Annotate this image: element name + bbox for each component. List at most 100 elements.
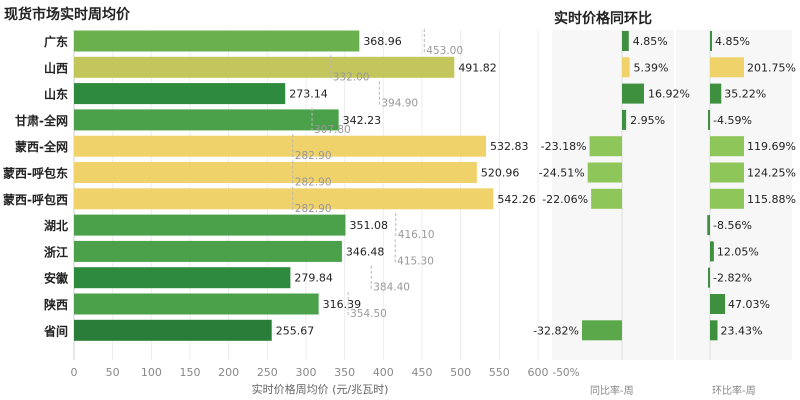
reference-value-label: 307.80 (314, 124, 351, 136)
bar-value-label: 532.83 (490, 140, 529, 153)
mom-value-label: -8.56% (713, 219, 752, 232)
x-tick-label: 100 (141, 366, 162, 379)
side-panel-title: 实时价格同环比 (554, 11, 652, 27)
x-tick-label: 550 (489, 366, 510, 379)
reference-value-label: 394.90 (381, 98, 418, 110)
x-tick-label: 250 (257, 366, 278, 379)
yoy-bar (587, 162, 622, 183)
yoy-value-label: 5.39% (634, 61, 669, 74)
mom-value-label: 12.05% (717, 245, 759, 258)
category-label: 湖北 (44, 218, 68, 233)
bar-value-label: 520.96 (481, 167, 520, 180)
yoy-bar (622, 83, 644, 104)
bar (74, 214, 346, 236)
category-label: 蒙西-呼包东 (3, 166, 68, 181)
bar (74, 319, 272, 341)
bar (74, 135, 487, 157)
mom-value-label: 124.25% (747, 167, 796, 180)
mom-bar (710, 320, 718, 341)
bar-value-label: 255.67 (276, 324, 315, 337)
category-label: 安徽 (44, 271, 69, 286)
yoy-bar (622, 57, 630, 78)
category-label: 广东 (44, 34, 68, 49)
bar-value-label: 273.14 (289, 88, 328, 101)
mom-bar (710, 57, 744, 78)
category-label: 陕西 (44, 297, 68, 312)
x-tick-label: 200 (218, 366, 239, 379)
x-tick-label: 350 (334, 366, 355, 379)
bar-value-label: 279.84 (294, 272, 333, 285)
mom-bar (708, 267, 710, 288)
bar (74, 56, 455, 78)
yoy-value-label: -23.18% (541, 140, 587, 153)
mom-bar (710, 136, 744, 157)
reference-value-label: 453.00 (426, 45, 463, 57)
mom-bar (710, 31, 712, 51)
mom-value-label: -4.59% (713, 114, 752, 127)
mom-bar (710, 294, 726, 314)
yoy-value-label: 4.85% (633, 35, 668, 48)
mom-value-label: 201.75% (747, 61, 796, 74)
reference-value-label: 384.40 (373, 282, 410, 294)
bar (74, 109, 339, 131)
category-label: 省间 (43, 323, 68, 338)
bar-value-label: 491.82 (458, 61, 497, 74)
yoy-axis-label: 同比率-周 (590, 386, 634, 397)
bar-value-label: 351.08 (349, 219, 388, 232)
category-label: 蒙西-呼包西 (3, 192, 68, 207)
reference-value-label: 282.90 (295, 150, 332, 162)
reference-value-label: 282.90 (295, 177, 332, 189)
mom-bar (710, 188, 744, 209)
bar (74, 30, 360, 52)
x-tick-label: 400 (373, 366, 394, 379)
bar (74, 293, 319, 315)
chart-title: 现货市场实时周均价 (4, 7, 130, 23)
mom-bar (710, 83, 722, 104)
x-tick-label: 300 (295, 366, 316, 379)
mom-value-label: 23.43% (720, 324, 762, 337)
yoy-bar (591, 188, 622, 209)
bar-value-label: 346.48 (346, 245, 385, 258)
bar (74, 240, 342, 262)
mom-value-label: 35.22% (724, 88, 766, 101)
mom-value-label: 115.88% (747, 193, 796, 206)
x-tick-label: 600 (527, 366, 548, 379)
category-label: 山东 (44, 87, 68, 102)
reference-value-label: 415.30 (397, 255, 434, 267)
x-tick-label: 150 (179, 366, 200, 379)
mom-value-label: 4.85% (715, 35, 750, 48)
bar-value-label: 368.96 (363, 35, 402, 48)
category-label: 山西 (44, 60, 68, 75)
x-tick-label: 500 (450, 366, 471, 379)
mom-value-label: 119.69% (747, 140, 796, 153)
yoy-bar (589, 136, 622, 157)
bar-value-label: 542.26 (497, 193, 536, 206)
yoy-value-label: 16.92% (648, 88, 690, 101)
mom-value-label: 47.03% (728, 298, 770, 311)
reference-value-label: 416.10 (398, 229, 435, 241)
category-label: 蒙西-全网 (15, 139, 68, 154)
mom-value-label: -2.82% (713, 272, 752, 285)
mom-bar (710, 162, 744, 183)
bar-value-label: 342.23 (343, 114, 382, 127)
mom-bar (708, 109, 710, 130)
yoy-tick-label: -50% (552, 367, 579, 379)
yoy-value-label: -22.06% (542, 193, 588, 206)
reference-value-label: 282.90 (295, 203, 332, 215)
yoy-value-label: -32.82% (533, 324, 579, 337)
bar (74, 83, 286, 105)
bar (74, 267, 291, 289)
category-label: 甘肃-全网 (15, 113, 68, 128)
mom-bar (707, 215, 710, 236)
yoy-value-label: -24.51% (539, 167, 585, 180)
bar (74, 188, 494, 210)
yoy-bar (622, 31, 629, 51)
yoy-bar (582, 320, 622, 341)
x-axis-label: 实时价格周均价 (元/兆瓦时) (251, 383, 389, 396)
mom-bar (710, 241, 714, 262)
x-tick-label: 0 (71, 366, 78, 379)
x-tick-label: 450 (411, 366, 432, 379)
x-tick-label: 50 (106, 366, 120, 379)
bar-value-label: 316.39 (323, 298, 362, 311)
